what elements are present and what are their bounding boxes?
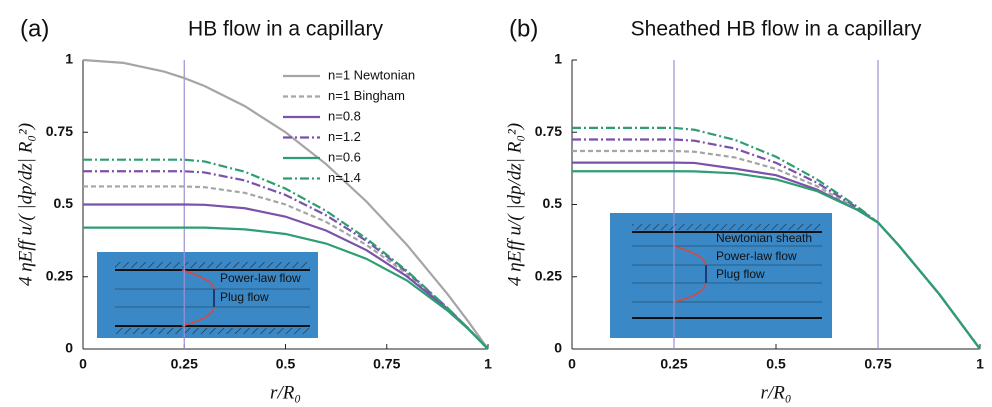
x-axis-label: r/R₀ <box>761 382 792 403</box>
inset-label: Plug flow <box>220 290 269 304</box>
legend-label: n=0.6 <box>328 149 361 164</box>
panel-label: (a) <box>20 15 49 42</box>
y-tick-label: 0 <box>65 340 73 356</box>
legend-label: n=1 Newtonian <box>328 67 415 82</box>
legend-label: n=1.2 <box>328 129 361 144</box>
x-tick-label: 1 <box>484 356 492 372</box>
inset-label: Newtonian sheath <box>716 231 812 245</box>
series-line <box>83 185 489 350</box>
series-line <box>82 58 489 350</box>
y-tick-label: 0.5 <box>54 195 74 211</box>
inset-b <box>610 213 832 338</box>
x-tick-label: 0.25 <box>171 356 198 372</box>
y-axis-label: 4 ηEff u/( |dp/dz| R₀²) <box>15 123 36 286</box>
y-tick-label: 0.25 <box>535 267 562 283</box>
x-tick-label: 1 <box>976 356 984 372</box>
inset-label: Power-law flow <box>220 271 301 285</box>
inset-a <box>97 252 318 338</box>
y-tick-label: 0 <box>554 340 562 356</box>
x-tick-label: 0.5 <box>276 356 296 372</box>
y-tick-label: 0.5 <box>543 195 563 211</box>
series-line <box>572 149 981 350</box>
x-tick-label: 0.75 <box>373 356 400 372</box>
y-tick-label: 1 <box>554 51 562 67</box>
legend-label: n=1.4 <box>328 170 361 185</box>
y-tick-label: 0.75 <box>535 123 562 139</box>
chart-title: Sheathed HB flow in a capillary <box>631 18 922 41</box>
inset-label: Plug flow <box>716 267 765 281</box>
series-line <box>572 138 981 350</box>
y-tick-label: 0.25 <box>46 267 73 283</box>
series-line <box>83 226 489 350</box>
chart-title: HB flow in a capillary <box>188 18 383 41</box>
inset-label: Power-law flow <box>716 249 797 263</box>
x-tick-label: 0.75 <box>864 356 891 372</box>
x-tick-label: 0 <box>568 356 576 372</box>
panel-label: (b) <box>509 15 538 42</box>
legend-label: n=1 Bingham <box>328 88 405 103</box>
x-tick-label: 0 <box>79 356 87 372</box>
series-line <box>83 158 489 350</box>
y-tick-label: 1 <box>65 51 73 67</box>
legend-label: n=0.8 <box>328 108 361 123</box>
series-line <box>572 126 981 350</box>
y-tick-label: 0.75 <box>46 123 73 139</box>
x-tick-label: 0.25 <box>660 356 687 372</box>
x-axis-label: r/R₀ <box>270 382 301 403</box>
y-axis-label: 4 ηEff u/( |dp/dz| R₀²) <box>504 123 525 286</box>
x-tick-label: 0.5 <box>766 356 786 372</box>
